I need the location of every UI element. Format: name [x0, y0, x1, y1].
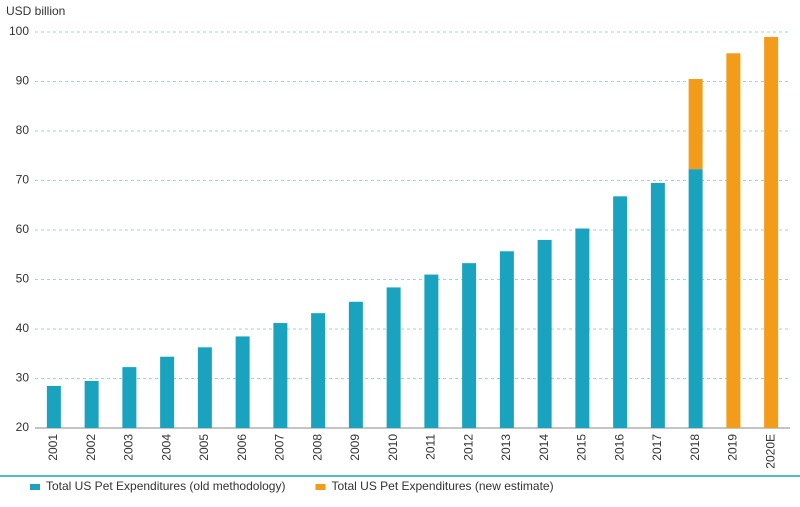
y-axis-label: USD billion [6, 4, 65, 18]
x-tick-label: 2008 [310, 434, 324, 461]
bar [386, 287, 401, 428]
bar [499, 251, 514, 428]
bar [650, 182, 665, 428]
bar [462, 263, 477, 428]
y-tick-label: 50 [16, 272, 30, 286]
bar [613, 196, 628, 428]
bar [764, 36, 779, 428]
x-tick-label: 2010 [386, 434, 400, 461]
x-tick-label: 2002 [84, 434, 98, 461]
x-tick-label: 2019 [726, 434, 740, 461]
legend-label: Total US Pet Expenditures (old methodolo… [46, 479, 285, 493]
bar [537, 239, 552, 428]
bar [235, 336, 250, 428]
y-tick-label: 80 [16, 123, 30, 137]
bar [348, 301, 363, 428]
legend-swatch [315, 484, 326, 490]
bar [726, 53, 741, 428]
y-tick-label: 60 [16, 222, 30, 236]
x-tick-label: 2005 [197, 434, 211, 461]
x-tick-label: 2009 [348, 434, 362, 461]
x-tick-label: 2011 [424, 434, 438, 460]
x-tick-label: 2013 [499, 434, 513, 461]
x-tick-label: 2003 [122, 434, 136, 461]
x-tick-label: 2007 [273, 434, 287, 461]
x-tick-label: 2004 [159, 434, 173, 461]
legend-swatch [30, 484, 40, 490]
y-tick-label: 30 [16, 371, 30, 385]
x-tick-label: 2017 [650, 434, 664, 461]
y-tick-label: 100 [9, 24, 29, 38]
bar [84, 380, 99, 428]
bar [688, 79, 703, 170]
bar [311, 313, 326, 428]
x-tick-label: 2020E [763, 434, 777, 469]
legend-label: Total US Pet Expenditures (new estimate) [331, 479, 553, 493]
x-tick-label: 2006 [235, 434, 249, 461]
x-tick-label: 2018 [688, 434, 702, 461]
y-tick-label: 20 [16, 420, 30, 434]
y-tick-label: 40 [16, 321, 30, 335]
bar [575, 228, 590, 428]
bar [273, 323, 288, 428]
x-tick-label: 2001 [46, 434, 60, 461]
x-tick-label: 2016 [612, 434, 626, 461]
x-tick-label: 2014 [537, 434, 551, 461]
x-tick-label: 2015 [575, 434, 589, 461]
bar [197, 347, 212, 428]
y-tick-label: 70 [16, 173, 30, 187]
y-tick-label: 90 [16, 74, 30, 88]
bar [46, 385, 61, 428]
bar [424, 274, 439, 428]
bar [160, 356, 175, 428]
x-tick-label: 2012 [461, 434, 475, 461]
bar [688, 169, 703, 429]
bar [122, 367, 137, 428]
